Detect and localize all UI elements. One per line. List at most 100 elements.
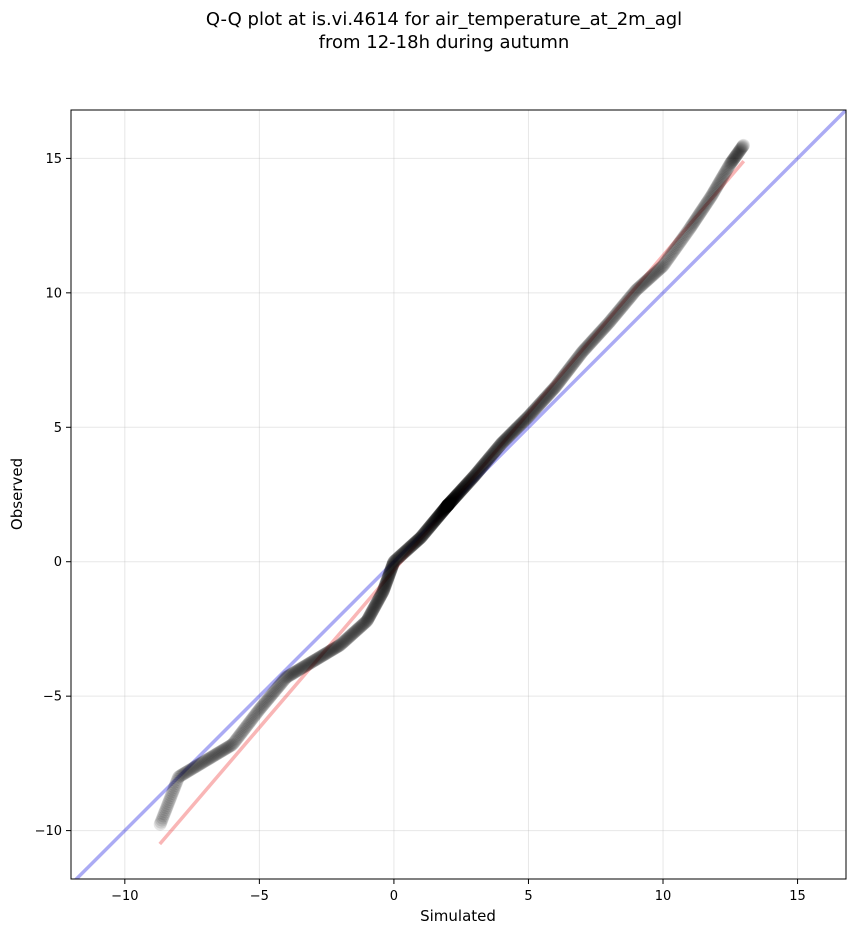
data-point — [174, 769, 188, 783]
data-point — [440, 499, 454, 513]
data-point — [450, 488, 464, 502]
data-point — [730, 148, 744, 162]
data-point — [701, 194, 715, 208]
data-point — [331, 639, 345, 653]
data-point — [178, 766, 192, 780]
data-point — [276, 674, 290, 688]
data-point — [544, 385, 558, 399]
data-point — [416, 528, 430, 542]
data-point — [600, 318, 614, 332]
data-point — [719, 164, 733, 178]
data-point — [239, 720, 253, 734]
data-point — [237, 722, 251, 736]
data-point — [593, 325, 607, 339]
data-point — [166, 785, 180, 799]
data-point — [734, 142, 748, 156]
data-point — [437, 503, 451, 517]
data-point — [545, 384, 559, 398]
data-point — [722, 159, 736, 173]
data-point — [450, 488, 464, 502]
data-point — [441, 498, 455, 512]
data-point — [528, 402, 542, 416]
data-point — [566, 358, 580, 372]
data-point — [727, 151, 741, 165]
data-point — [189, 759, 203, 773]
data-point — [633, 280, 647, 294]
data-point — [163, 793, 177, 807]
data-point — [562, 362, 576, 376]
data-point — [363, 608, 377, 622]
data-point — [428, 514, 442, 528]
data-point — [560, 365, 574, 379]
data-point — [601, 317, 615, 331]
data-point — [210, 747, 224, 761]
data-point — [588, 331, 602, 345]
data-point — [415, 529, 429, 543]
data-point — [382, 569, 396, 583]
data-point — [679, 226, 693, 240]
data-point — [371, 594, 385, 608]
data-point — [623, 291, 637, 305]
data-point — [624, 290, 638, 304]
data-point — [216, 744, 230, 758]
data-point — [659, 254, 673, 268]
data-point — [170, 774, 184, 788]
data-point — [435, 505, 449, 519]
data-point — [549, 379, 563, 393]
data-point — [515, 416, 529, 430]
data-point — [268, 684, 282, 698]
data-point — [471, 465, 485, 479]
data-point — [354, 619, 368, 633]
data-point — [328, 641, 342, 655]
y-axis: −10 −5 0 5 10 15 — [35, 152, 71, 839]
data-point — [370, 595, 384, 609]
data-point — [374, 589, 388, 603]
data-point — [616, 298, 630, 312]
data-point — [335, 637, 349, 651]
data-point — [651, 263, 665, 277]
data-point — [637, 276, 651, 290]
data-point — [665, 246, 679, 260]
data-point — [473, 462, 487, 476]
data-point — [726, 153, 740, 167]
data-point — [380, 574, 394, 588]
data-point — [451, 486, 465, 500]
data-point — [248, 708, 262, 722]
data-point — [411, 533, 425, 547]
data-point — [269, 683, 283, 697]
data-point — [358, 616, 372, 630]
data-point — [251, 704, 265, 718]
data-point — [384, 562, 398, 576]
data-point — [439, 500, 453, 514]
data-point — [233, 728, 247, 742]
data-point — [379, 576, 393, 590]
data-point — [406, 537, 420, 551]
data-point — [235, 725, 249, 739]
data-point — [733, 143, 747, 157]
data-point — [374, 588, 388, 602]
data-point — [176, 767, 190, 781]
data-point — [552, 375, 566, 389]
data-point — [392, 550, 406, 564]
data-point — [409, 535, 423, 549]
data-point — [548, 380, 562, 394]
data-point — [190, 759, 204, 773]
data-point — [447, 491, 461, 505]
data-point — [605, 311, 619, 325]
data-point — [307, 654, 321, 668]
data-point — [408, 536, 422, 550]
data-point — [732, 144, 746, 158]
data-point — [689, 212, 703, 226]
data-point — [446, 493, 460, 507]
data-point — [501, 430, 515, 444]
data-point — [535, 395, 549, 409]
data-point — [371, 594, 385, 608]
data-point — [585, 335, 599, 349]
data-point — [398, 545, 412, 559]
data-point — [325, 643, 339, 657]
data-point — [365, 605, 379, 619]
data-point — [430, 511, 444, 525]
data-point — [392, 550, 406, 564]
data-point — [384, 563, 398, 577]
data-point — [429, 513, 443, 527]
